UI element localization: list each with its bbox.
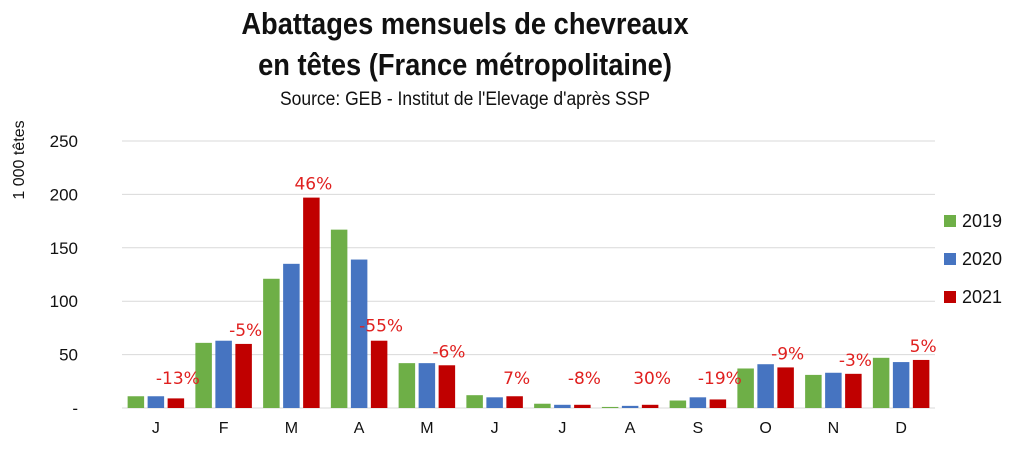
bar-2019 bbox=[737, 368, 754, 408]
percent-change-label: -19% bbox=[698, 369, 742, 389]
x-tick-label: D bbox=[895, 420, 907, 437]
percent-change-label: -5% bbox=[229, 321, 262, 341]
x-tick-label: J bbox=[558, 420, 566, 437]
legend-label-2020: 2020 bbox=[962, 249, 1002, 269]
bar-2021 bbox=[845, 373, 862, 408]
bar-2019 bbox=[330, 229, 348, 408]
bar-2019 bbox=[601, 406, 619, 408]
y-tick-label: 50 bbox=[59, 346, 78, 365]
bar-2019 bbox=[872, 357, 890, 408]
bar-2020 bbox=[283, 263, 300, 408]
x-tick-label: O bbox=[759, 420, 771, 437]
bar-2020 bbox=[147, 396, 165, 408]
legend-label-2021: 2021 bbox=[962, 287, 1002, 307]
percent-change-label: -6% bbox=[432, 342, 465, 362]
bar-2021 bbox=[641, 404, 659, 408]
bar-2019 bbox=[466, 395, 483, 408]
bar-2021 bbox=[912, 359, 930, 408]
percent-change-label: -8% bbox=[568, 369, 601, 389]
bar-2021 bbox=[167, 398, 185, 408]
x-tick-label: S bbox=[693, 420, 704, 437]
bar-2021 bbox=[574, 404, 591, 408]
percent-change-label: 46% bbox=[294, 175, 332, 195]
percent-change-label: -3% bbox=[839, 351, 872, 371]
x-tick-label: F bbox=[219, 420, 229, 437]
bar-2021 bbox=[235, 343, 252, 408]
y-tick-labels: - 50 100 150 200 250 bbox=[50, 132, 78, 418]
bar-2021 bbox=[777, 367, 794, 408]
percent-change-label: -13% bbox=[156, 369, 200, 389]
percent-change-label: -55% bbox=[359, 317, 403, 337]
chart-subtitle: Source: GEB - Institut de l'Elevage d'ap… bbox=[279, 89, 651, 110]
chart-title-line1: Abattages mensuels de chevreaux bbox=[241, 6, 689, 41]
bar-2021 bbox=[303, 197, 320, 408]
percent-change-label: 5% bbox=[910, 337, 937, 357]
y-tick-label: 200 bbox=[50, 185, 78, 204]
chart-title-line2: en têtes (France métropolitaine) bbox=[258, 47, 672, 82]
bar-2020 bbox=[621, 405, 639, 408]
gridlines bbox=[122, 140, 935, 409]
bar-2019 bbox=[195, 342, 212, 408]
bar-2020 bbox=[486, 397, 503, 408]
y-axis-label: 1 000 têtes bbox=[11, 120, 28, 199]
bar-2020 bbox=[215, 340, 232, 408]
bar-2020 bbox=[825, 372, 842, 408]
bar-2019 bbox=[263, 278, 280, 408]
legend-swatch-2019 bbox=[944, 215, 956, 227]
percent-change-label: -9% bbox=[771, 344, 804, 364]
x-tick-label: J bbox=[491, 420, 499, 437]
bar-2019 bbox=[534, 403, 551, 408]
bar-2019 bbox=[805, 374, 822, 408]
legend-swatch-2021 bbox=[944, 291, 956, 303]
bar-2020 bbox=[757, 364, 774, 408]
x-tick-label: J bbox=[152, 420, 160, 437]
bars bbox=[127, 197, 930, 408]
bar-2021 bbox=[370, 340, 388, 408]
bar-2021 bbox=[438, 365, 456, 408]
bar-2020 bbox=[350, 259, 368, 408]
y-tick-label: 150 bbox=[50, 239, 78, 258]
x-tick-label: M bbox=[285, 420, 298, 437]
bar-2020 bbox=[892, 362, 910, 408]
bar-2021 bbox=[709, 399, 727, 408]
bar-2019 bbox=[398, 363, 416, 408]
x-tick-label: A bbox=[625, 420, 636, 437]
legend-label-2019: 2019 bbox=[962, 211, 1002, 231]
x-tick-label: M bbox=[420, 420, 433, 437]
bar-2019 bbox=[127, 396, 145, 408]
legend: 2019 2020 2021 bbox=[944, 211, 1002, 307]
bar-2019 bbox=[669, 400, 687, 408]
y-tick-label: 250 bbox=[50, 132, 78, 151]
y-tick-label: 100 bbox=[50, 292, 78, 311]
bar-2020 bbox=[689, 397, 707, 408]
bar-2021 bbox=[506, 396, 523, 408]
y-tick-label: - bbox=[72, 399, 78, 418]
x-tick-label: A bbox=[354, 420, 365, 437]
x-tick-label: N bbox=[828, 420, 840, 437]
legend-swatch-2020 bbox=[944, 253, 956, 265]
percent-change-label: 30% bbox=[633, 369, 671, 389]
percent-change-label: 7% bbox=[503, 369, 530, 389]
bar-2020 bbox=[418, 363, 436, 408]
percent-change-labels: -13% -5% 46% -55% -6% 7% -8% 30% -19% -9% -3% 5% bbox=[156, 175, 937, 389]
bar-2020 bbox=[554, 404, 571, 408]
